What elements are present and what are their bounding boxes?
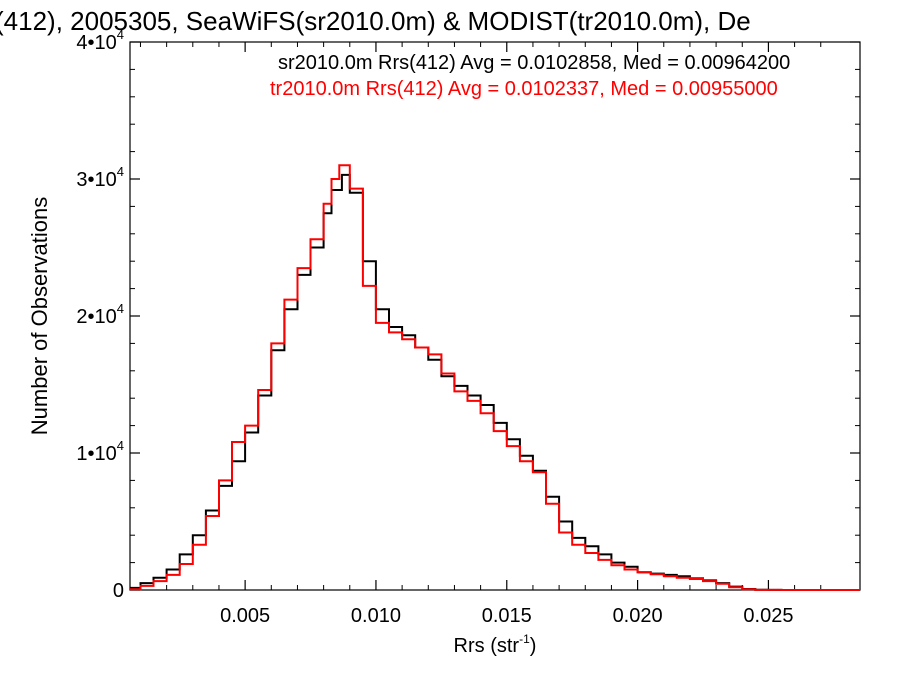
x-tick-label: 0.025 — [743, 605, 793, 627]
x-axis-ticks: 0.005 0.010 0.015 0.020 0.025 — [139, 42, 822, 627]
y-axis-label: Number of Observations — [27, 197, 52, 435]
y-tick-label: 1•104 — [76, 438, 124, 465]
y-axis-ticks: 0 1•104 2•104 3•104 4•104 — [76, 27, 860, 602]
series-sr2010-histogram — [130, 173, 860, 591]
x-axis-label: Rrs (str-1) — [454, 632, 537, 657]
annotation-tr2010: tr2010.0m Rrs(412) Avg = 0.0102337, Med … — [270, 78, 778, 100]
series-layer — [130, 164, 860, 591]
y-tick-label: 4•104 — [76, 27, 124, 54]
x-tick-label: 0.015 — [482, 605, 532, 627]
series-tr2010-histogram — [130, 164, 860, 591]
plot-frame — [129, 41, 861, 591]
y-tick-label: 2•104 — [76, 301, 124, 328]
y-tick-label: 3•104 — [76, 164, 124, 191]
y-tick-label: 0 — [113, 580, 124, 602]
x-tick-label: 0.020 — [613, 605, 663, 627]
x-tick-label: 0.005 — [220, 605, 270, 627]
annotation-sr2010: sr2010.0m Rrs(412) Avg = 0.0102858, Med … — [278, 52, 790, 74]
chart-title: (412), 2005305, SeaWiFS(sr2010.0m) & MOD… — [0, 6, 751, 36]
x-tick-label: 0.010 — [351, 605, 401, 627]
